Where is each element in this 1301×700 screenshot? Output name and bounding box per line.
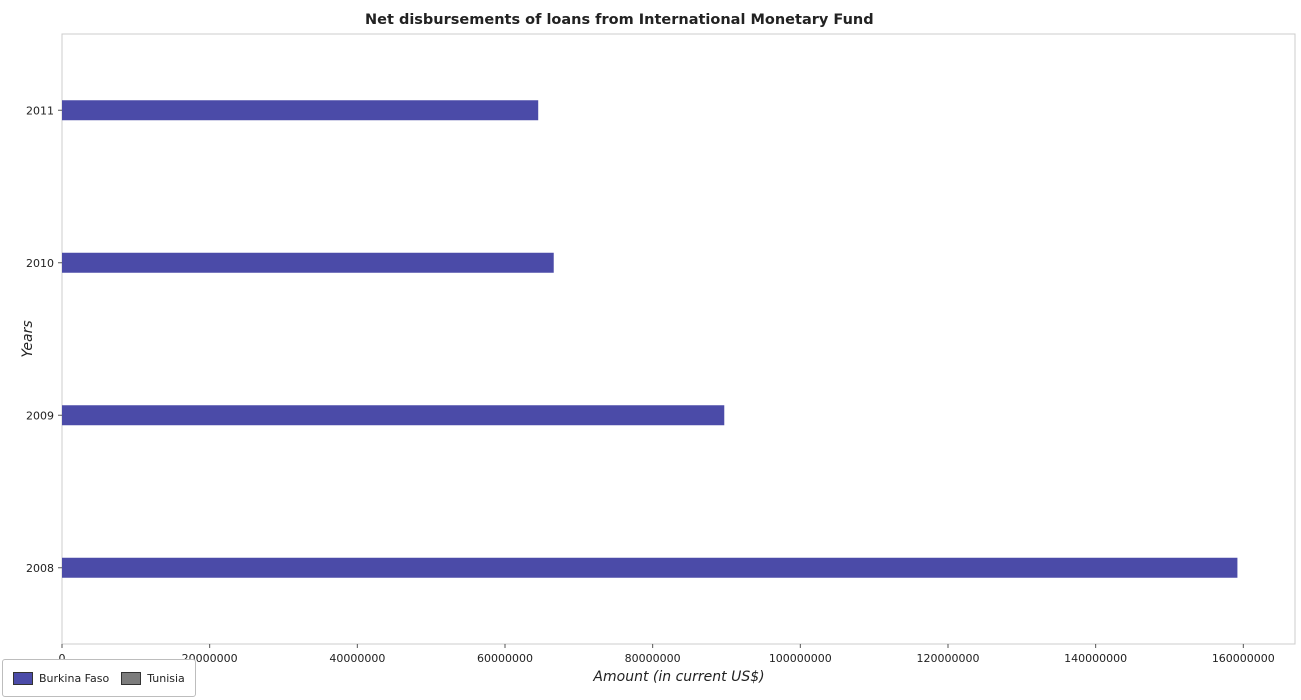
y-tick-label: 2009 (26, 409, 54, 422)
y-tick-label: 2008 (26, 562, 54, 575)
legend-label-tunisia: Tunisia (147, 671, 185, 685)
bars-layer (62, 100, 1238, 578)
plot-area (61, 33, 1296, 645)
x-tick-label: 160000000 (1212, 652, 1275, 665)
legend-label-burkina-faso: Burkina Faso (39, 671, 110, 685)
x-tick-label: 60000000 (477, 652, 533, 665)
x-tick-label: 40000000 (329, 652, 385, 665)
legend-swatch-burkina-faso (13, 671, 33, 685)
bar-burkina-faso-2010 (62, 252, 554, 273)
x-tick-label: 120000000 (916, 652, 979, 665)
y-axis-label: Years (20, 320, 36, 357)
legend-entry-burkina-faso: Burkina Faso (13, 671, 110, 685)
x-tick-label: 100000000 (769, 652, 832, 665)
bar-burkina-faso-2011 (62, 100, 539, 121)
x-tick-label: 80000000 (625, 652, 681, 665)
y-tick-label: 2011 (26, 104, 54, 117)
legend: Burkina Faso Tunisia (2, 659, 196, 697)
bar-burkina-faso-2009 (62, 405, 725, 426)
legend-entry-tunisia: Tunisia (121, 671, 185, 685)
x-axis-label: Amount (in current US$) (592, 669, 764, 685)
legend-swatch-tunisia (121, 671, 142, 685)
x-tick-label: 0 (59, 652, 66, 665)
x-axis: 0200000004000000060000000800000001000000… (59, 644, 1275, 665)
y-axis: 2008 2009 2010 2011 (26, 104, 62, 575)
x-tick-label: 140000000 (1064, 652, 1127, 665)
bar-burkina-faso-2008 (62, 557, 1238, 578)
y-tick-label: 2010 (26, 257, 54, 270)
chart-title: Net disbursements of loans from Internat… (365, 12, 874, 28)
